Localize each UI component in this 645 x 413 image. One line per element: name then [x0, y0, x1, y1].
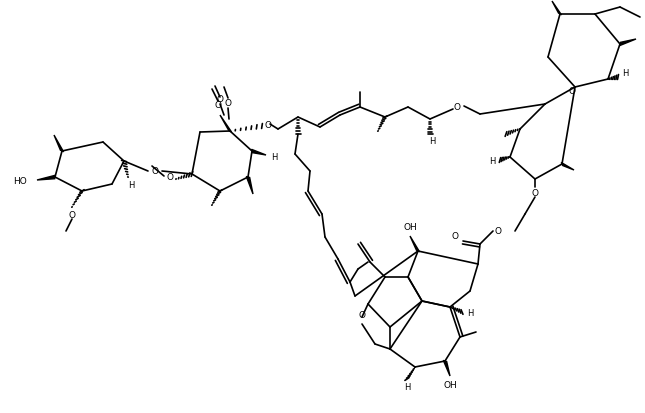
Polygon shape: [552, 2, 562, 16]
Text: H: H: [128, 180, 134, 189]
Text: O: O: [359, 310, 366, 319]
Text: O: O: [68, 211, 75, 220]
Text: H: H: [622, 69, 628, 78]
Text: O: O: [451, 232, 459, 241]
Polygon shape: [410, 236, 419, 252]
Polygon shape: [246, 177, 253, 195]
Text: O: O: [495, 227, 502, 236]
Polygon shape: [619, 40, 636, 47]
Text: H: H: [404, 382, 410, 392]
Text: O: O: [531, 188, 539, 197]
Polygon shape: [252, 150, 266, 156]
Text: H: H: [489, 156, 495, 165]
Text: O: O: [264, 120, 272, 129]
Polygon shape: [37, 176, 55, 180]
Text: H: H: [467, 308, 473, 317]
Text: O: O: [217, 95, 224, 104]
Polygon shape: [561, 163, 574, 171]
Text: O: O: [152, 167, 159, 176]
Text: O: O: [166, 172, 174, 181]
Text: H: H: [429, 137, 435, 146]
Text: O: O: [568, 87, 575, 96]
Text: OH: OH: [403, 223, 417, 232]
Text: HO: HO: [14, 176, 27, 185]
Polygon shape: [443, 361, 450, 376]
Text: O: O: [224, 99, 232, 108]
Polygon shape: [54, 136, 64, 152]
Text: H: H: [271, 152, 277, 161]
Text: OH: OH: [443, 380, 457, 389]
Text: O: O: [215, 101, 221, 110]
Polygon shape: [220, 116, 232, 133]
Text: O: O: [453, 102, 461, 111]
